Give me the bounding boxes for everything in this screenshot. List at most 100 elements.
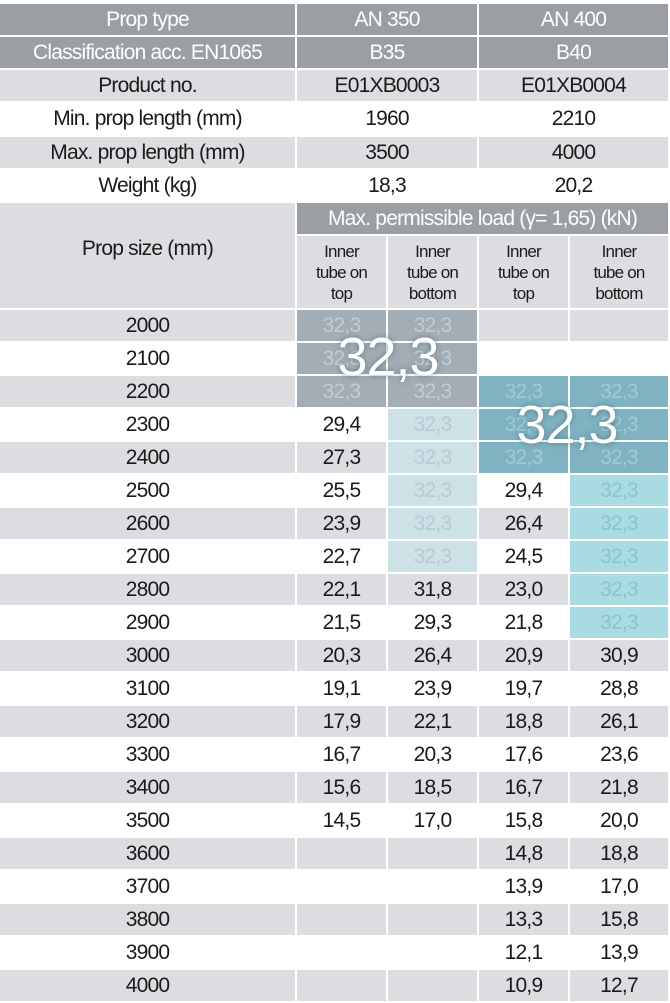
- load-value: [297, 970, 388, 1003]
- spec-value: E01XB0004: [479, 70, 670, 103]
- load-value: 32,3: [570, 508, 670, 541]
- spec-label: Classification acc. EN1065: [0, 37, 297, 70]
- load-value: 32,3: [388, 409, 479, 442]
- prop-size: 3000: [0, 640, 297, 673]
- prop-size: 3500: [0, 805, 297, 838]
- prop-size: 2600: [0, 508, 297, 541]
- load-value: 32,3: [297, 343, 388, 376]
- prop-size: 2900: [0, 607, 297, 640]
- prop-size: 2100: [0, 343, 297, 376]
- load-value: 32,3: [479, 409, 570, 442]
- load-value: 16,7: [479, 772, 570, 805]
- load-value: 32,3: [479, 442, 570, 475]
- load-value: [297, 838, 388, 871]
- spec-value: 4000: [479, 137, 670, 170]
- load-value: 32,3: [570, 475, 670, 508]
- load-value: [388, 904, 479, 937]
- prop-size: 3400: [0, 772, 297, 805]
- prop-size: 3600: [0, 838, 297, 871]
- spec-value: 1960: [297, 103, 479, 137]
- load-value: 31,8: [388, 574, 479, 607]
- load-value: 32,3: [570, 541, 670, 574]
- load-value: 32,3: [388, 541, 479, 574]
- load-value: [388, 970, 479, 1003]
- prop-size: 3700: [0, 871, 297, 904]
- load-value: [388, 937, 479, 970]
- load-value: 32,3: [388, 343, 479, 376]
- load-value: 17,0: [570, 871, 670, 904]
- load-value: 23,0: [479, 574, 570, 607]
- load-value: [388, 871, 479, 904]
- load-value: 12,1: [479, 937, 570, 970]
- spec-label: Weight (kg): [0, 170, 297, 203]
- load-value: 32,3: [570, 442, 670, 475]
- load-value: 21,8: [570, 772, 670, 805]
- load-value: 32,3: [297, 376, 388, 409]
- prop-size: 2800: [0, 574, 297, 607]
- load-value: 22,1: [388, 706, 479, 739]
- spec-value: 2210: [479, 103, 670, 137]
- load-value: 32,3: [570, 574, 670, 607]
- load-value: 26,4: [479, 508, 570, 541]
- load-value: 18,8: [479, 706, 570, 739]
- load-value: 13,3: [479, 904, 570, 937]
- load-value: 21,8: [479, 607, 570, 640]
- max-load-overlay: 32,3: [516, 395, 618, 455]
- spec-label: Product no.: [0, 70, 297, 103]
- spec-value: B40: [479, 37, 670, 70]
- load-value: 17,9: [297, 706, 388, 739]
- prop-size: 2400: [0, 442, 297, 475]
- load-value: 29,3: [388, 607, 479, 640]
- load-value: 32,3: [388, 508, 479, 541]
- spec-label: Min. prop length (mm): [0, 103, 297, 137]
- spec-value: AN 400: [479, 4, 670, 37]
- load-value: 32,3: [297, 310, 388, 343]
- load-value: [570, 310, 670, 343]
- load-value: 14,8: [479, 838, 570, 871]
- load-value: 22,7: [297, 541, 388, 574]
- load-value: 30,9: [570, 640, 670, 673]
- load-value: 12,7: [570, 970, 670, 1003]
- load-value: [297, 904, 388, 937]
- sub-header: Inner tube on top: [297, 236, 388, 310]
- load-value: 23,6: [570, 739, 670, 772]
- load-value: 32,3: [479, 376, 570, 409]
- prop-size: 2000: [0, 310, 297, 343]
- spec-value: E01XB0003: [297, 70, 479, 103]
- prop-size: 3800: [0, 904, 297, 937]
- load-value: 15,8: [479, 805, 570, 838]
- spec-label: Max. prop length (mm): [0, 137, 297, 170]
- load-value: 17,6: [479, 739, 570, 772]
- load-value: 17,0: [388, 805, 479, 838]
- load-value: [570, 343, 670, 376]
- sub-header: Inner tube on bottom: [388, 236, 479, 310]
- load-value: 32,3: [388, 310, 479, 343]
- load-value: [388, 838, 479, 871]
- load-value: 16,7: [297, 739, 388, 772]
- load-value: [479, 310, 570, 343]
- load-value: [297, 871, 388, 904]
- spec-value: B35: [297, 37, 479, 70]
- prop-size: 3900: [0, 937, 297, 970]
- load-value: 26,1: [570, 706, 670, 739]
- load-value: 32,3: [388, 475, 479, 508]
- load-value: 32,3: [388, 376, 479, 409]
- load-value: 32,3: [388, 442, 479, 475]
- load-value: 18,8: [570, 838, 670, 871]
- load-value: 20,3: [388, 739, 479, 772]
- size-header: Prop size (mm): [0, 203, 297, 310]
- load-value: 29,4: [297, 409, 388, 442]
- load-value: 22,1: [297, 574, 388, 607]
- load-value: 32,3: [570, 607, 670, 640]
- prop-size: 4000: [0, 970, 297, 1003]
- load-value: 15,8: [570, 904, 670, 937]
- spec-value: 3500: [297, 137, 479, 170]
- max-load-overlay: 32,3: [337, 327, 439, 387]
- load-value: 23,9: [388, 673, 479, 706]
- load-value: [479, 343, 570, 376]
- load-value: 20,9: [479, 640, 570, 673]
- load-value: 20,0: [570, 805, 670, 838]
- sub-header: Inner tube on top: [479, 236, 570, 310]
- sub-header: Inner tube on bottom: [570, 236, 670, 310]
